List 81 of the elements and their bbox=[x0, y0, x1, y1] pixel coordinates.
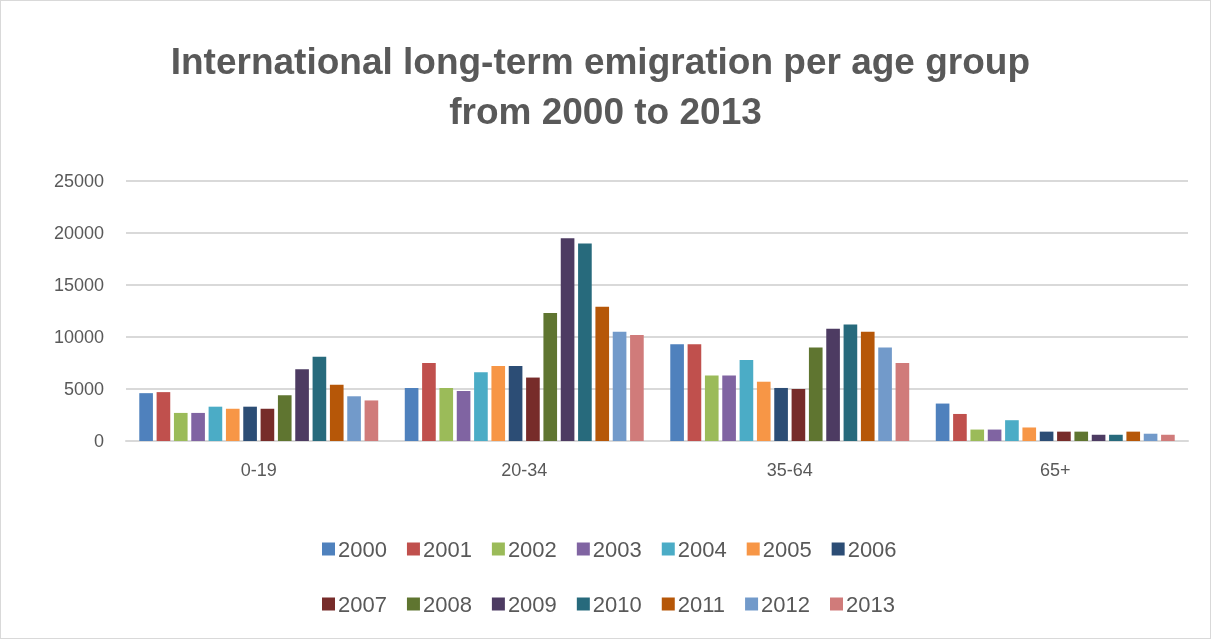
bar bbox=[243, 406, 257, 441]
legend-label: 2007 bbox=[338, 591, 387, 617]
bar bbox=[704, 375, 719, 441]
bar bbox=[1057, 431, 1071, 441]
legend-label: 2006 bbox=[847, 536, 897, 562]
bar bbox=[173, 412, 188, 441]
y-tick-label: 5000 bbox=[63, 379, 104, 399]
bar bbox=[295, 369, 309, 441]
bar bbox=[543, 313, 558, 441]
legend-label: 2001 bbox=[422, 536, 472, 562]
bar bbox=[953, 413, 967, 441]
bar bbox=[474, 372, 488, 441]
y-tick-label: 15000 bbox=[53, 275, 104, 295]
bar bbox=[774, 387, 788, 441]
bar bbox=[1074, 431, 1089, 441]
bar bbox=[935, 403, 950, 441]
bar bbox=[578, 243, 592, 441]
bar bbox=[1109, 434, 1123, 441]
bar bbox=[1161, 434, 1175, 441]
bar bbox=[208, 406, 223, 441]
x-tick-label: 0-19 bbox=[240, 460, 277, 480]
bar bbox=[826, 328, 840, 441]
bar bbox=[526, 377, 540, 441]
bar bbox=[191, 412, 205, 441]
legend-label: 2002 bbox=[507, 536, 557, 562]
bar bbox=[791, 389, 806, 441]
bar bbox=[439, 387, 454, 441]
bar bbox=[722, 375, 736, 441]
bar bbox=[739, 359, 754, 441]
bar bbox=[878, 347, 892, 441]
bar bbox=[808, 347, 823, 441]
bar bbox=[156, 392, 171, 441]
bar bbox=[277, 395, 292, 441]
legend-label: 2012 bbox=[761, 591, 811, 617]
bar bbox=[595, 306, 610, 441]
y-tick-label: 0 bbox=[93, 431, 104, 451]
bar bbox=[329, 384, 344, 441]
bar bbox=[347, 396, 361, 441]
bar bbox=[312, 356, 327, 441]
bar bbox=[987, 429, 1002, 441]
bar bbox=[560, 238, 575, 441]
bar bbox=[1091, 434, 1106, 441]
legend-label: 2004 bbox=[677, 536, 727, 562]
bar bbox=[1039, 431, 1054, 441]
legend-label: 2013 bbox=[846, 591, 895, 617]
bar bbox=[1022, 427, 1037, 441]
bar bbox=[139, 393, 153, 441]
bar bbox=[422, 363, 436, 441]
bar bbox=[260, 408, 275, 441]
y-tick-label: 20000 bbox=[53, 223, 104, 243]
y-tick-label: 25000 bbox=[53, 171, 104, 191]
bar bbox=[491, 366, 506, 441]
legend-label: 2003 bbox=[592, 536, 642, 562]
bar bbox=[860, 331, 875, 441]
bar bbox=[456, 391, 471, 441]
legend-label: 2011 bbox=[677, 591, 726, 617]
bar bbox=[687, 344, 702, 441]
chart-title: International long-term emigration per age group from 2000 to 2013 bbox=[170, 40, 1041, 132]
y-tick-label: 10000 bbox=[53, 327, 104, 347]
bar bbox=[612, 331, 627, 441]
bar bbox=[630, 334, 644, 441]
legend-label: 2005 bbox=[762, 536, 812, 562]
bar bbox=[404, 387, 419, 441]
bar bbox=[1143, 433, 1158, 441]
x-tick-label: 20-34 bbox=[501, 460, 548, 480]
bar bbox=[843, 324, 858, 441]
bar bbox=[895, 363, 910, 441]
bar bbox=[756, 381, 771, 441]
x-tick-label: 35-64 bbox=[766, 460, 813, 480]
bar bbox=[508, 366, 523, 441]
bar bbox=[225, 408, 240, 441]
bar bbox=[670, 344, 684, 441]
bar bbox=[364, 400, 379, 441]
legend-label: 2000 bbox=[338, 536, 387, 562]
bar bbox=[970, 429, 985, 441]
bar bbox=[1126, 431, 1141, 441]
bar bbox=[1005, 420, 1019, 441]
legend-label: 2010 bbox=[592, 591, 642, 617]
legend-label: 2008 bbox=[422, 591, 472, 617]
legend-label: 2009 bbox=[507, 591, 557, 617]
x-tick-label: 65+ bbox=[1039, 460, 1071, 480]
